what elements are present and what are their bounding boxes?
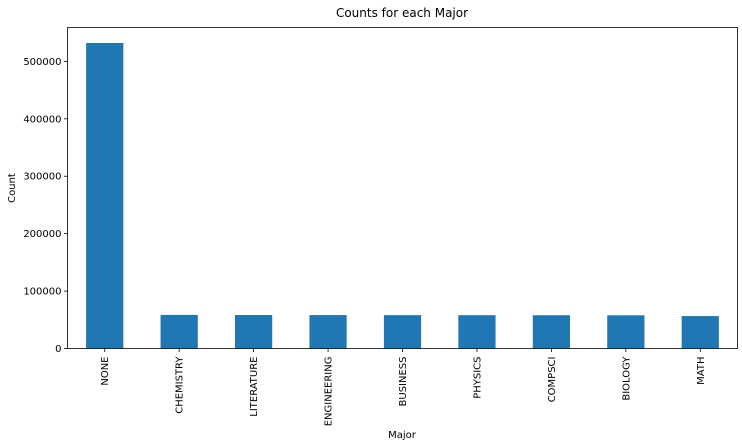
y-tick-label: 400000	[23, 114, 61, 125]
x-tick-label-math: MATH	[696, 357, 707, 385]
y-axis: 0 100000 200000 300000 400000 500000	[23, 57, 68, 355]
y-tick-label: 500000	[23, 57, 61, 68]
bar-chemistry	[160, 314, 198, 349]
x-tick-label-chemistry: CHEMISTRY	[175, 356, 186, 414]
bar-business	[383, 315, 422, 349]
x-tick-label-business: BUSINESS	[398, 357, 409, 407]
x-tick-label-none: NONE	[100, 357, 111, 386]
x-tick-label-engineering: ENGINEERING	[324, 357, 335, 427]
x-tick-label-literature: LITERATURE	[249, 357, 260, 417]
bar-none	[86, 43, 124, 349]
x-axis: NONE CHEMISTRY LITERATURE ENGINEERING BUSINE…	[100, 348, 707, 427]
bar-group	[86, 43, 719, 349]
y-tick-label: 200000	[23, 229, 61, 240]
y-tick-label: 100000	[23, 287, 61, 298]
plot-frame	[67, 27, 738, 349]
x-tick-label-compsci: COMPSCI	[547, 357, 558, 403]
bar-biology	[607, 315, 645, 349]
y-tick-label: 0	[55, 344, 61, 355]
y-axis-title: Count	[7, 173, 18, 203]
bar-physics	[458, 315, 496, 349]
bar-compsci	[532, 315, 570, 349]
x-axis-title: Major	[388, 430, 417, 441]
bar-engineering	[309, 315, 347, 349]
x-tick-label-physics: PHYSICS	[472, 357, 483, 399]
x-tick-label-biology: BIOLOGY	[621, 356, 632, 401]
bar-literature	[235, 315, 273, 349]
bar-math	[681, 316, 719, 349]
y-tick-label: 300000	[23, 172, 61, 183]
chart-title: Counts for each Major	[336, 6, 468, 20]
